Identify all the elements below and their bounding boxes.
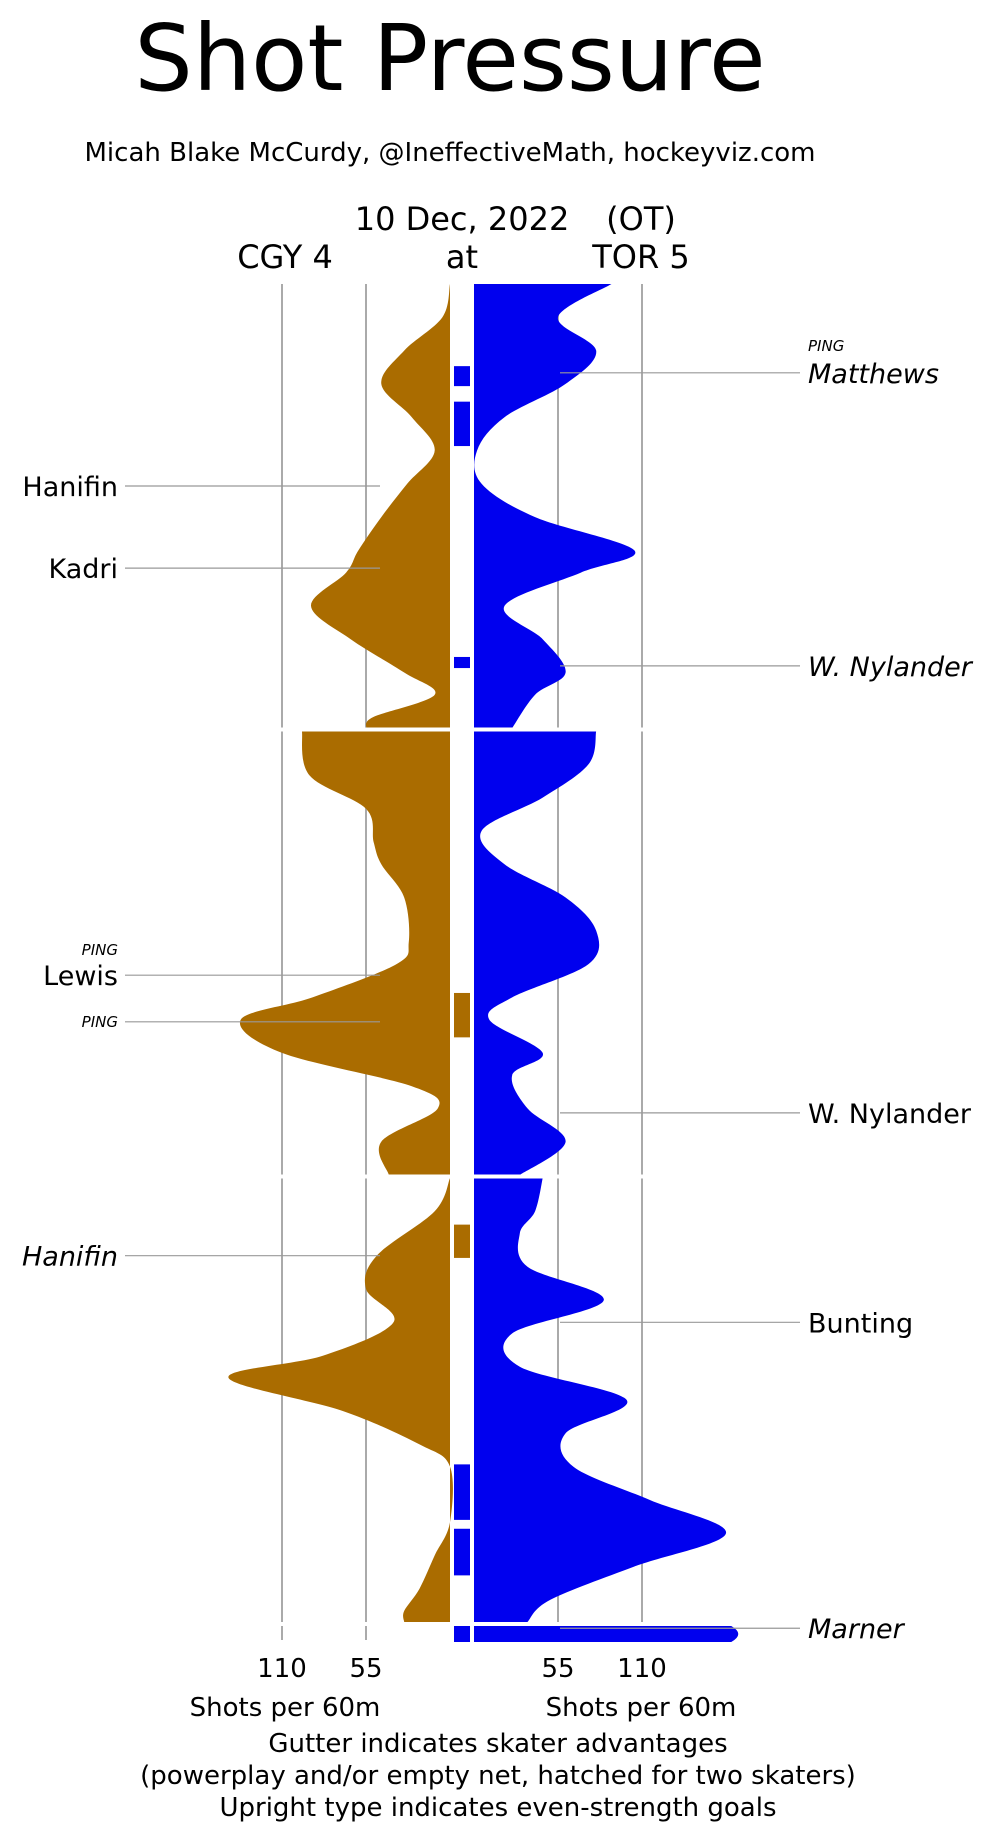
away-axis-tick-label: 55 [349, 1654, 382, 1684]
gutter-segment [454, 992, 470, 1038]
goal-scorer-label: Kadri [48, 554, 118, 585]
overtime-label: (OT) [606, 200, 676, 238]
gutter-segment [454, 1224, 470, 1258]
home-axis-tick-label: 55 [541, 1654, 574, 1684]
home-pressure-area-period-2 [474, 731, 600, 1175]
gutter [454, 366, 470, 1642]
pressure-areas [228, 284, 739, 1642]
away-pressure-area-period-1 [310, 284, 450, 728]
goal-scorer-label: Lewis [43, 961, 118, 992]
gutter-segment [454, 656, 470, 669]
footer-gutter-note: Gutter indicates skater advantages [268, 1729, 727, 1759]
home-team-score: TOR 5 [591, 238, 690, 276]
away-team-score: CGY 4 [237, 238, 333, 276]
goal-scorer-label: W. Nylander [808, 652, 974, 683]
gutter-segment [454, 1626, 470, 1642]
game-date: 10 Dec, 2022 [355, 200, 570, 238]
at-label: at [446, 238, 478, 276]
home-pressure-area-period-1 [474, 284, 636, 728]
goal-scorer-label: Hanifin [22, 472, 118, 503]
away-axis-label: Shots per 60m [190, 1693, 381, 1723]
goal-ping-label: PING [82, 1013, 118, 1031]
home-axis-label: Shots per 60m [546, 1693, 737, 1723]
gutter-segment [454, 366, 470, 387]
footer-hatch-note: (powerplay and/or empty net, hatched for… [140, 1761, 856, 1791]
goal-ping-label: PING [808, 337, 844, 355]
goal-scorer-label: Bunting [808, 1308, 913, 1339]
goal-ping-label: PING [82, 941, 118, 959]
goal-annotations: Matthews PING Hanifin Kadri W. Nylander Lewis… [22, 337, 974, 1645]
goal-scorer-label: Hanifin [22, 1242, 118, 1273]
away-pressure-area-period-2 [239, 731, 450, 1175]
axis-labels: 110 55 55 110 Shots per 60m Shots per 60m [190, 1654, 737, 1723]
gutter-segment [454, 401, 470, 447]
goal-scorer-label: W. Nylander [808, 1099, 972, 1130]
gutter-segment [454, 1464, 470, 1520]
away-pressure-area-period-3 [228, 1178, 453, 1622]
goal-scorer-label: Matthews [808, 359, 939, 390]
chart-title: Shot Pressure [134, 5, 765, 112]
period-separators [230, 727, 760, 1626]
gutter-segment [454, 1528, 470, 1576]
chart-credit: Micah Blake McCurdy, @IneffectiveMath, h… [85, 138, 816, 168]
home-pressure-area-overtime [474, 1626, 739, 1642]
home-axis-tick-label: 110 [617, 1654, 667, 1684]
away-axis-tick-label: 110 [257, 1654, 307, 1684]
footer-type-note: Upright type indicates even-strength goa… [219, 1793, 776, 1823]
goal-scorer-label: Marner [808, 1614, 906, 1645]
home-pressure-area-period-3 [474, 1178, 727, 1622]
